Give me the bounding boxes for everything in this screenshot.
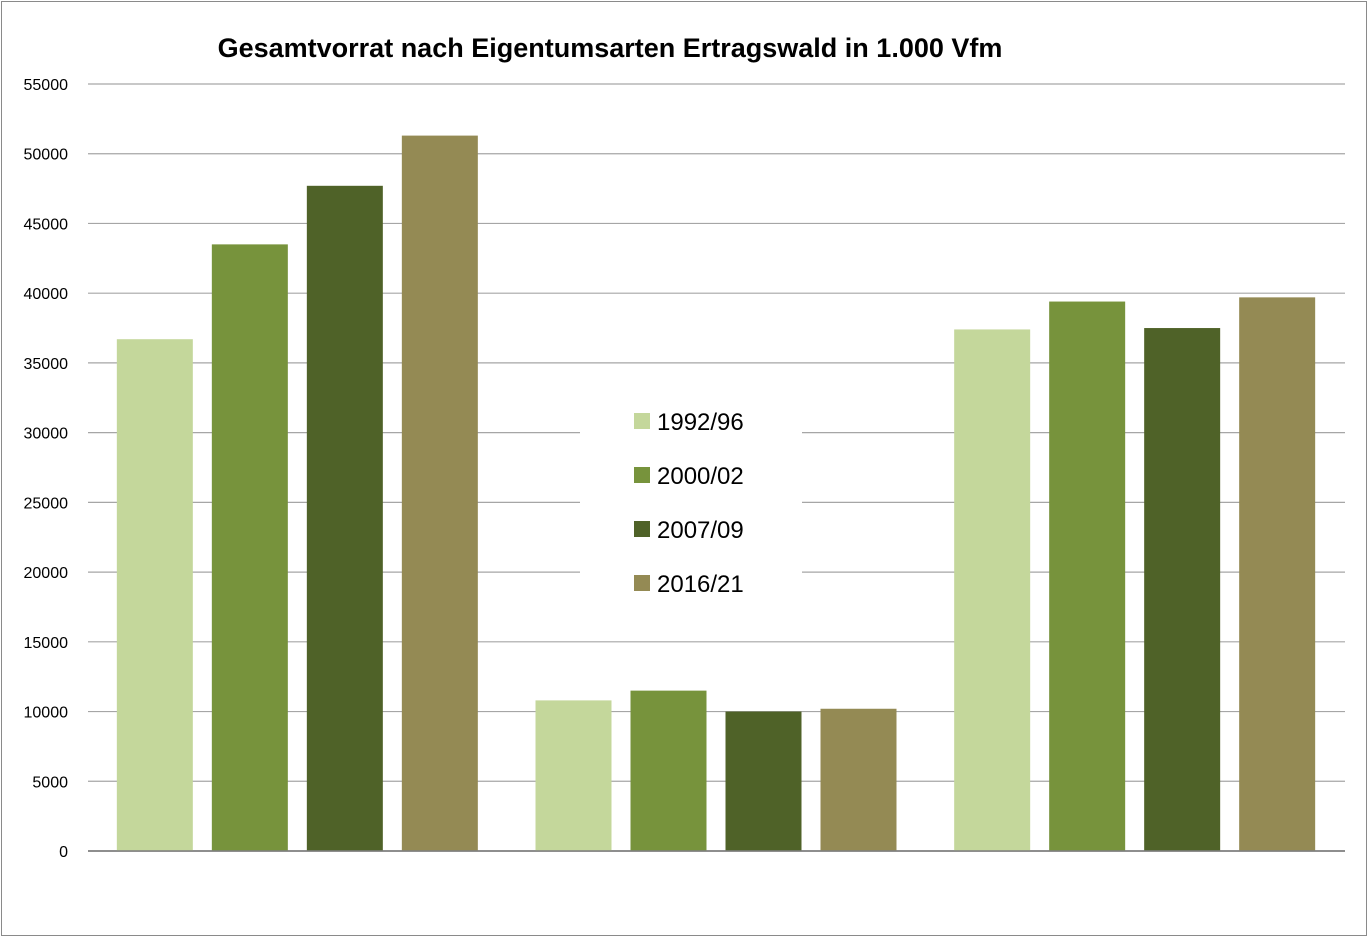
y-tick-label: 20000 [24, 565, 69, 582]
y-tick-label: 35000 [24, 356, 69, 373]
legend-swatch [634, 575, 650, 591]
y-tick-label: 0 [59, 844, 68, 861]
y-tick-label: 55000 [24, 77, 69, 94]
y-tick-label: 50000 [24, 147, 69, 164]
y-axis-ticks: 0 5000 10000 15000 20000 25000 30000 35000 40000… [24, 77, 69, 861]
y-tick-label: 15000 [24, 635, 69, 652]
y-tick-label: 30000 [24, 426, 69, 443]
legend-label: 2000/02 [657, 463, 744, 490]
legend-swatch [634, 413, 650, 429]
bar-2007-09-group-1 [306, 185, 383, 851]
legend-swatch [634, 467, 650, 483]
legend-label: 2007/09 [657, 517, 744, 544]
y-tick-label: 25000 [24, 495, 69, 512]
bar-2000-02-group-2 [630, 690, 707, 851]
y-tick-label: 10000 [24, 705, 69, 722]
legend-swatch [634, 521, 650, 537]
bar-1992-96-group-3 [954, 329, 1031, 851]
y-tick-label: 40000 [24, 286, 69, 303]
legend-label: 2016/21 [657, 571, 744, 598]
bar-1992-96-group-1 [116, 339, 193, 851]
bar-2007-09-group-3 [1144, 328, 1221, 852]
bars [88, 135, 1345, 852]
bar-1992-96-group-2 [535, 700, 612, 851]
bar-2016-21-group-2 [820, 708, 897, 851]
legend: 1992/96 2000/02 2007/09 2016/21 [580, 398, 802, 608]
bar-2000-02-group-3 [1049, 301, 1126, 852]
bar-2007-09-group-2 [725, 711, 802, 851]
chart-title: Gesamtvorrat nach Eigentumsarten Ertrags… [218, 33, 1003, 63]
bar-2000-02-group-1 [211, 244, 288, 851]
bar-2016-21-group-3 [1239, 297, 1316, 851]
bar-2016-21-group-1 [401, 135, 478, 852]
y-tick-label: 45000 [24, 216, 69, 233]
legend-box [580, 398, 802, 608]
y-tick-label: 5000 [32, 774, 68, 791]
legend-label: 1992/96 [657, 409, 744, 436]
